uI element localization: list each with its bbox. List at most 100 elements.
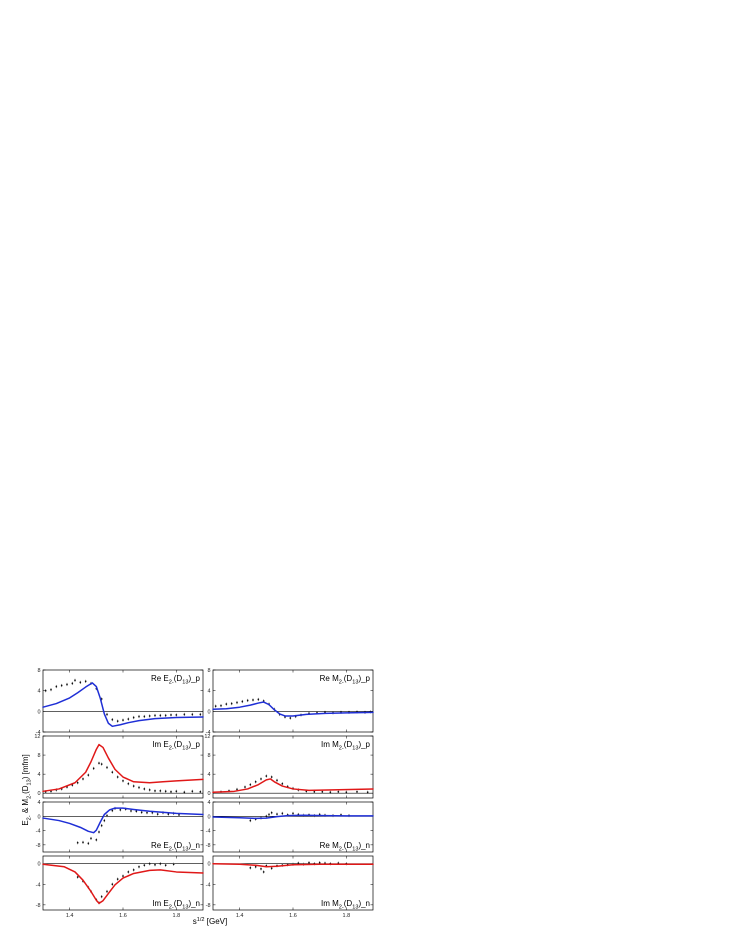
y-tick-label: 0 [207, 709, 210, 715]
data-point [132, 869, 135, 871]
panel-label: Im M2-(D13)_n [321, 899, 370, 910]
data-point [276, 813, 278, 815]
y-tick-label: -4 [206, 829, 211, 835]
data-point [84, 680, 87, 683]
data-point [116, 776, 119, 778]
data-point [366, 791, 369, 794]
data-point [111, 771, 114, 773]
data-point [246, 699, 249, 702]
data-point [116, 720, 119, 722]
data-point [111, 883, 114, 886]
x-tick-label: 1.6 [119, 913, 127, 919]
y-tick-label: -4 [36, 882, 41, 888]
data-point [265, 815, 268, 818]
panel-4: 0 4 8 12 Im M2-(D13)_p [204, 734, 374, 799]
panel-label: Re E2-(D13)_p [151, 674, 201, 685]
data-point [281, 782, 284, 785]
data-point [74, 679, 76, 682]
data-point [260, 778, 262, 780]
panel-label: Im M2-(D13)_p [321, 740, 371, 751]
data-point [127, 871, 130, 873]
data-point [159, 790, 162, 792]
data-point [199, 713, 202, 716]
data-point [270, 776, 273, 778]
y-tick-label: 0 [207, 814, 210, 820]
data-point [252, 699, 254, 701]
y-tick-label: 8 [207, 668, 210, 674]
data-point [143, 864, 146, 867]
data-point [281, 812, 284, 815]
data-point [183, 791, 186, 794]
data-point [138, 786, 140, 789]
data-point [292, 812, 294, 815]
data-point [90, 837, 92, 840]
y-tick-label: 0 [207, 862, 210, 868]
data-point [172, 863, 175, 865]
data-point [148, 715, 151, 717]
data-point [337, 791, 340, 793]
panel-label: Re E2-(D13)_n [151, 841, 200, 852]
x-axis-label: s1/2 [GeV] [193, 917, 227, 926]
y-tick-label: -8 [206, 903, 211, 909]
data-point [318, 861, 321, 864]
data-point [265, 775, 268, 777]
data-point [156, 813, 159, 815]
data-point [154, 790, 156, 792]
data-point [100, 824, 103, 827]
y-tick-label: -4 [36, 829, 41, 835]
data-point [254, 866, 257, 868]
panel-8: -8 -4 0 1.4 1.6 1.8 Im M2-(D13)_n [206, 855, 374, 919]
data-point [265, 865, 268, 867]
data-point [143, 715, 146, 718]
data-point [294, 715, 297, 718]
data-point [103, 819, 106, 822]
data-point [199, 791, 202, 793]
y-tick-label: -8 [36, 903, 41, 909]
data-point [50, 688, 52, 691]
data-point [122, 780, 124, 782]
y-tick-label: 4 [207, 689, 210, 695]
data-point [122, 875, 124, 877]
y-tick-label: 4 [37, 772, 40, 778]
data-point [106, 890, 108, 893]
y-tick-label: 4 [207, 772, 210, 778]
data-point [305, 790, 308, 793]
y-tick-label: -8 [36, 843, 41, 849]
data-point [329, 791, 332, 794]
data-point [140, 811, 143, 814]
panel-label: Re M2-(D13)_n [320, 841, 370, 852]
data-point [98, 831, 100, 833]
data-point [143, 788, 146, 790]
data-point [111, 809, 114, 812]
data-point [154, 863, 156, 866]
y-tick-label: 0 [207, 791, 210, 797]
y-tick-label: 0 [37, 814, 40, 820]
data-point [82, 841, 84, 844]
data-point [316, 712, 318, 714]
data-point [55, 685, 58, 688]
data-point [66, 683, 68, 686]
data-point [127, 782, 130, 785]
data-point [164, 714, 167, 717]
x-tick-label: 1.8 [343, 913, 351, 919]
data-point [175, 790, 178, 793]
data-point [106, 814, 108, 817]
data-point [76, 876, 79, 878]
data-point [106, 766, 108, 769]
data-point [262, 700, 265, 702]
data-point [345, 791, 348, 794]
data-point [270, 811, 273, 814]
data-point [324, 862, 326, 864]
data-point [297, 813, 300, 816]
data-point [50, 790, 52, 793]
data-point [106, 713, 108, 716]
y-tick-label: 0 [37, 709, 40, 715]
data-point [254, 781, 257, 783]
y-tick-label: -4 [36, 730, 41, 736]
data-point [127, 718, 130, 720]
data-point [175, 714, 178, 716]
panel-label: Im E2-(D13)_p [152, 740, 200, 751]
data-point [249, 819, 252, 822]
data-point [270, 867, 273, 870]
data-point [183, 713, 186, 716]
